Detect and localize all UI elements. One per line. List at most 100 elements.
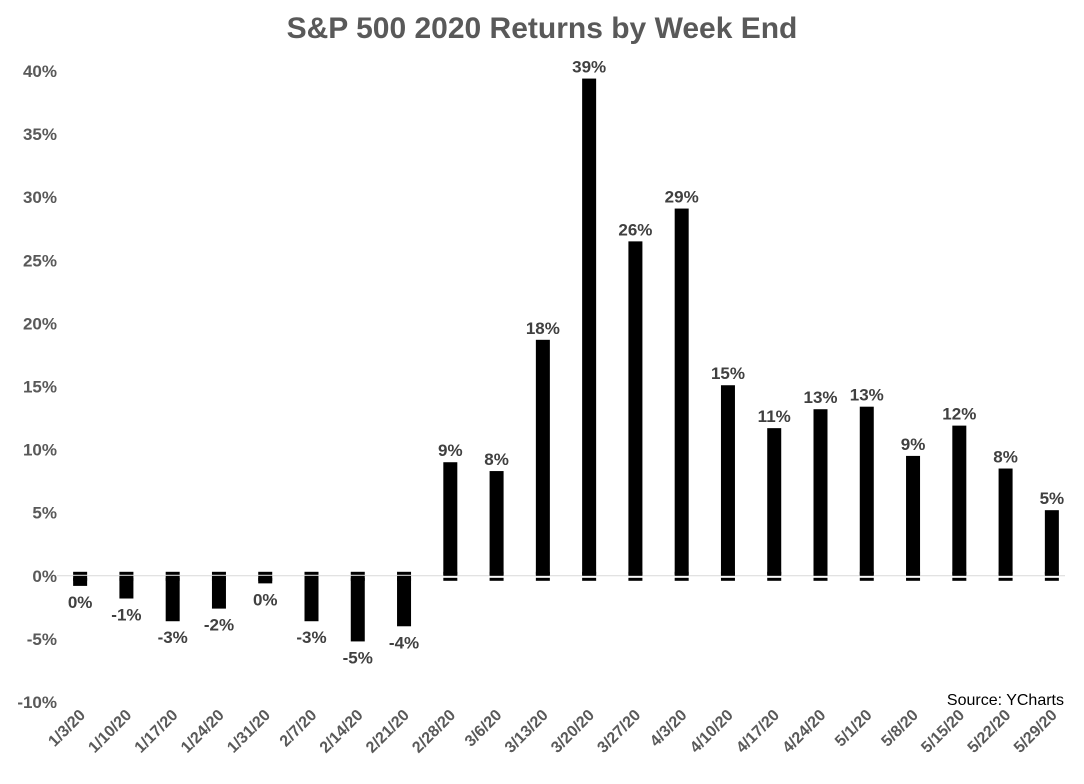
data-label: 11% (758, 407, 791, 426)
bar (859, 406, 874, 576)
y-tick-label: 0% (32, 567, 57, 586)
bar-axis-mark (952, 571, 967, 575)
x-tick-label: 2/21/20 (363, 707, 413, 757)
source-note: Source: YCharts (946, 692, 1064, 709)
bar-axis-mark (674, 577, 689, 581)
x-tick-label: 5/1/20 (832, 707, 876, 751)
data-label: -3% (158, 628, 188, 647)
bar (998, 468, 1013, 576)
bar (813, 409, 828, 576)
y-tick-label: 40% (23, 62, 57, 81)
bar-axis-mark (813, 577, 828, 581)
y-tick-label: 10% (23, 441, 57, 460)
bar (674, 208, 689, 576)
x-tick-label: 5/8/20 (878, 707, 922, 751)
bar-axis-mark (906, 571, 921, 575)
bar-axis-mark (489, 571, 504, 575)
x-tick-label: 4/24/20 (780, 707, 830, 757)
bar (304, 575, 319, 622)
bar-axis-mark (1044, 577, 1059, 581)
data-label: 29% (665, 188, 699, 207)
bar-axis-mark (628, 577, 643, 581)
bar (628, 241, 643, 576)
x-tick-label: 1/3/20 (45, 707, 89, 751)
bar (767, 428, 782, 576)
bar-axis-mark (211, 571, 226, 575)
data-label: 5% (1040, 489, 1065, 508)
bar-axis-mark (674, 571, 689, 575)
x-tick-label: 2/7/20 (277, 707, 321, 751)
x-tick-label: 5/29/20 (1011, 707, 1061, 757)
bar-axis-mark (535, 571, 550, 575)
y-tick-label: 30% (23, 188, 57, 207)
data-label: 13% (850, 386, 884, 405)
bar (443, 462, 458, 576)
bar (165, 575, 180, 622)
data-label: 9% (901, 435, 926, 454)
data-label: -4% (389, 633, 419, 652)
bar-axis-mark (165, 577, 180, 581)
data-label: -2% (204, 616, 234, 635)
x-tick-label: 4/17/20 (733, 707, 783, 757)
x-tick-label: 2/28/20 (409, 707, 459, 757)
bar-axis-mark (720, 577, 735, 581)
bar-axis-mark (397, 571, 412, 575)
bar (119, 575, 134, 599)
bar-axis-mark (859, 571, 874, 575)
y-tick-label: 15% (23, 378, 57, 397)
bar (720, 385, 735, 576)
bar (582, 78, 597, 576)
data-label: 39% (572, 58, 606, 77)
bar-axis-mark (582, 571, 597, 575)
bar-axis-mark (952, 577, 967, 581)
y-tick-label: -5% (27, 630, 57, 649)
bar-axis-mark (165, 571, 180, 575)
y-tick-label: 20% (23, 314, 57, 333)
data-label: 8% (484, 450, 509, 469)
bar-axis-mark (350, 577, 365, 581)
y-tick-label: -10% (17, 693, 57, 712)
bar-axis-mark (767, 577, 782, 581)
bar (489, 471, 504, 576)
bar-axis-mark (582, 577, 597, 581)
x-tick-label: 5/22/20 (965, 707, 1015, 757)
bar-axis-mark (211, 577, 226, 581)
bar-axis-mark (258, 577, 273, 581)
y-tick-label: 35% (23, 125, 57, 144)
bar (397, 575, 412, 627)
bar-axis-mark (258, 571, 273, 575)
x-tick-label: 4/10/20 (687, 707, 737, 757)
x-tick-label: 3/27/20 (594, 707, 644, 757)
bar (535, 339, 550, 576)
y-tick-label: 5% (32, 504, 57, 523)
chart-title: S&P 500 2020 Returns by Week End (286, 12, 798, 45)
bar-axis-mark (73, 577, 88, 581)
x-tick-label: 5/15/20 (918, 707, 968, 757)
data-label: 18% (526, 319, 560, 338)
data-label: 26% (618, 220, 652, 239)
data-label: -5% (343, 648, 373, 667)
x-tick-label: 1/10/20 (85, 707, 135, 757)
data-label: 0% (68, 593, 93, 612)
x-tick-label: 1/31/20 (224, 707, 274, 757)
bar-axis-mark (443, 577, 458, 581)
bar (350, 575, 365, 642)
bar-axis-mark (1044, 571, 1059, 575)
bar-axis-mark (859, 577, 874, 581)
bar-axis-mark (119, 571, 134, 575)
data-label: 0% (253, 590, 278, 609)
bar-axis-mark (998, 571, 1013, 575)
bar-axis-mark (813, 571, 828, 575)
x-tick-label: 3/13/20 (502, 707, 552, 757)
bar-axis-mark (350, 571, 365, 575)
bar-axis-mark (998, 577, 1013, 581)
x-tick-label: 1/17/20 (132, 707, 182, 757)
data-label: 9% (438, 441, 463, 460)
bar-axis-mark (73, 571, 88, 575)
bar-axis-mark (535, 577, 550, 581)
bar-axis-mark (906, 577, 921, 581)
bar-axis-mark (119, 577, 134, 581)
y-tick-label: 25% (23, 251, 57, 270)
bar-axis-mark (397, 577, 412, 581)
